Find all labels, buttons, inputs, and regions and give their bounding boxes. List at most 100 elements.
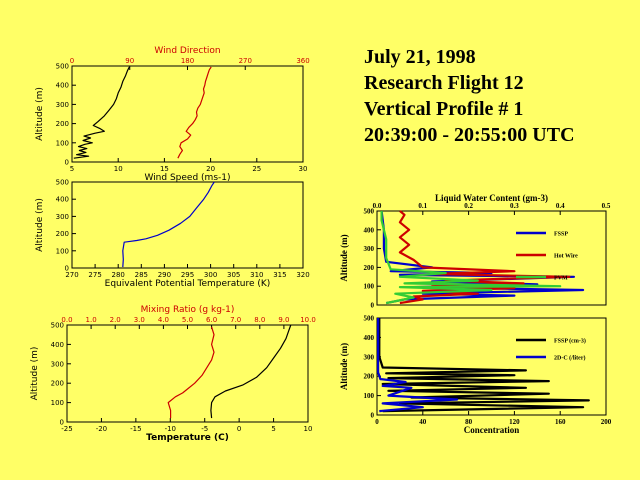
theta_e-bottom-tick-label: 300 [204,271,217,279]
temp_mixing-top-tick-label: 9.0 [278,316,289,324]
wind-bottom-tick-label: 20 [206,165,215,173]
chart-conc: 0 100 200 300 400 500 Altitude (m) 0 40 80 120 160 2… [339,315,612,436]
lwc-title: Liquid Water Content (gm-3) [435,193,548,203]
wind-top-tick-label: 270 [239,57,252,65]
theta_e-bottom-tick-label: 280 [112,271,125,279]
lwc-ylabel: Altitude (m) [339,234,349,281]
wind-bottom-tick-label: 15 [160,165,169,173]
wind-top-tick-label: 360 [296,57,309,65]
theta_e-ytick-label: 100 [56,247,69,255]
header-date: July 21, 1998 [364,46,476,68]
conc-bottom-tick-label: 40 [419,418,427,426]
conc-legend-label: FSSP (cm-3) [554,338,586,345]
wind-bottom-tick-label: 30 [299,165,308,173]
wind-series-0 [177,66,212,159]
temp_mixing-bottom-tick-label: -20 [96,425,107,433]
theta_e-frame [71,181,304,269]
header-profile: Vertical Profile # 1 [364,98,524,120]
lwc-ytick-label: 0 [371,302,375,310]
lwc-top-tick-label: 0.5 [602,202,611,210]
wind-bottom-tick-label: 5 [70,165,74,173]
wind-ytick-label: 100 [56,139,69,147]
temp_mixing-top-tick-label: 3.0 [134,316,145,324]
temp_mixing-top-axis-label: Mixing Ratio (g kg-1) [141,305,235,315]
conc-ytick-label: 500 [364,315,375,323]
temp_mixing-bottom-tick-label: 10 [304,425,313,433]
wind-top-axis-label: Wind Direction [154,46,220,56]
lwc-top-tick-label: 0.1 [418,202,427,210]
temp_mixing-series-0 [167,326,215,419]
theta_e-ytick-label: 400 [56,196,69,204]
temp_mixing-top-tick-label: 2.0 [110,316,121,324]
temp_mixing-top-tick-label: 1.0 [86,316,97,324]
temp_mixing-bottom-tick-label: -15 [130,425,141,433]
wind-bottom-tick-label: 10 [114,165,123,173]
lwc-frame [376,210,607,306]
temp_mixing-bottom-tick-label: -10 [165,425,176,433]
chart-lwc: 0 100 200 300 400 500 Altitude (m) 0.0 0.1 0.2 0.3… [339,193,611,310]
conc-bottom-tick-label: 200 [601,418,612,426]
theta_e-ytick-label: 0 [65,265,69,273]
conc-bottom-axis-label: Concentration [464,425,520,435]
header-time: 20:39:00 - 20:55:00 UTC [364,124,575,146]
conc-series-0 [378,318,590,413]
wind-bottom-axis-label: Wind Speed (ms-1) [144,173,230,183]
theta_e-ytick-label: 300 [56,213,69,221]
wind-top-tick-label: 90 [125,57,134,65]
temp_mixing-bottom-axis-label: Temperature (C) [146,433,229,443]
theta_e-bottom-tick-label: 305 [227,271,240,279]
temp_mixing-top-tick-label: 6.0 [206,316,217,324]
theta_e-series-0 [122,181,215,268]
conc-series-1 [377,318,459,413]
temp_mixing-top-tick-label: 5.0 [182,316,193,324]
wind-series-1 [73,66,130,159]
temp_mixing-ytick-label: 400 [51,341,64,349]
chart-wind: 0 100 200 300 400 500 Altitude (m) 0 90 180 270 360… [35,46,310,183]
temp_mixing-top-tick-label: 8.0 [254,316,265,324]
temp_mixing-top-tick-label: 7.0 [230,316,241,324]
wind-ytick-label: 500 [56,63,69,71]
lwc-series-2 [380,211,562,305]
wind-ytick-label: 200 [56,120,69,128]
theta_e-bottom-axis-label: Equivalent Potential Temperature (K) [105,279,271,289]
conc-bottom-tick-label: 80 [465,418,473,426]
conc-bottom-tick-label: 0 [375,418,379,426]
theta_e-bottom-tick-label: 275 [88,271,101,279]
wind-ytick-label: 0 [65,159,69,167]
lwc-ytick-label: 200 [364,264,375,272]
temp_mixing-ytick-label: 0 [60,419,64,427]
conc-bottom-tick-label: 160 [555,418,566,426]
lwc-top-tick-label: 0.2 [464,202,473,210]
chart-theta_e: 0 100 200 300 400 500 Altitude (m) 270 275 280 285… [35,179,310,290]
temp_mixing-bottom-tick-label: 5 [271,425,275,433]
wind-top-tick-label: 180 [181,57,194,65]
temp_mixing-top-tick-label: 10.0 [300,316,316,324]
conc-ytick-label: 400 [364,334,375,342]
theta_e-bottom-tick-label: 290 [158,271,171,279]
theta_e-bottom-tick-label: 285 [135,271,148,279]
theta_e-ylabel: Altitude (m) [35,198,45,252]
header-flight: Research Flight 12 [364,72,524,94]
temp_mixing-bottom-tick-label: 0 [237,425,241,433]
theta_e-bottom-tick-label: 320 [296,271,309,279]
temp_mixing-bottom-tick-label: -5 [201,425,208,433]
lwc-legend-label: FSSP [554,232,568,238]
theta_e-ytick-label: 500 [56,179,69,187]
wind-top-tick-label: 0 [70,57,74,65]
lwc-ytick-label: 300 [364,245,375,253]
temp_mixing-series-1 [210,324,292,419]
lwc-top-tick-label: 0.3 [510,202,519,210]
wind-ytick-label: 400 [56,82,69,90]
theta_e-bottom-tick-label: 310 [250,271,263,279]
theta_e-bottom-tick-label: 315 [273,271,286,279]
temp_mixing-bottom-tick-label: -25 [61,425,72,433]
temp_mixing-frame [66,324,309,423]
temp_mixing-ytick-label: 500 [51,322,64,330]
wind-ylabel: Altitude (m) [35,87,45,141]
temp_mixing-ytick-label: 200 [51,380,64,388]
lwc-ytick-label: 400 [364,226,375,234]
lwc-ytick-label: 100 [364,283,375,291]
theta_e-bottom-tick-label: 270 [65,271,78,279]
lwc-top-tick-label: 0.0 [373,202,382,210]
